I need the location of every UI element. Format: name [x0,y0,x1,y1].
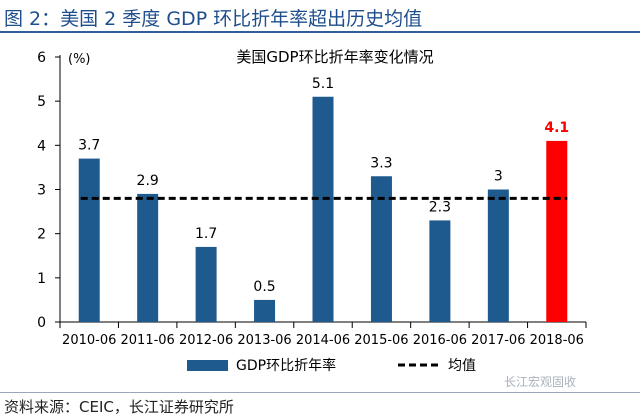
bar-value-label: 3.7 [78,138,100,154]
legend-label-mean: 均值 [448,358,476,374]
x-tick-label: 2018-06 [530,333,584,348]
bar [312,96,334,322]
bar [78,158,100,322]
y-tick-label: 2 [37,227,46,243]
y-tick-label: 6 [37,50,46,66]
x-tick-label: 2010-06 [62,333,116,348]
bar [195,246,217,322]
x-tick-label: 2017-06 [471,333,525,348]
bar-value-label: 4.1 [544,120,569,136]
y-tick-label: 5 [37,94,46,110]
chart-title: 美国GDP环比折年率变化情况 [236,48,433,66]
bar-value-label: 2.9 [137,173,159,189]
bar-value-label: 5.1 [312,76,334,92]
bar [137,193,159,322]
watermark: 长江宏观固收 [504,375,577,389]
title-rule [0,31,640,33]
x-tick-label: 2012-06 [179,333,233,348]
bar-value-label: 1.7 [195,226,217,242]
bar [370,176,392,322]
y-tick-label: 3 [37,183,46,199]
bar [254,299,276,322]
bar-value-label: 3.3 [370,155,392,171]
bar [487,189,509,322]
x-tick-label: 2014-06 [296,333,350,348]
bar [429,220,451,322]
y-tick-label: 1 [37,271,46,287]
legend-swatch-bar [187,360,228,371]
x-tick-label: 2015-06 [354,333,408,348]
figure-title: 图 2：美国 2 季度 GDP 环比折年率超出历史均值 [4,8,423,30]
x-tick-label: 2013-06 [237,333,291,348]
bar-value-label: 2.3 [429,199,451,215]
legend: GDP环比折年率 均值 [187,357,476,374]
x-tick-label: 2016-06 [413,333,467,348]
y-tick-label: 0 [37,315,46,331]
x-axis: 2010-06 2011-06 2012-06 2013-06 2014-06 2015-… [59,321,587,348]
y-axis: 0 1 2 3 4 5 6 [37,50,61,331]
source-rule [0,392,640,393]
legend-label-bar: GDP环比折年率 [236,357,336,374]
bar-value-label: 3 [494,169,503,185]
y-unit-label: (%) [68,52,91,67]
source-note: 资料来源：CEIC，长江证券研究所 [4,398,234,416]
bar-value-label: 0.5 [253,279,275,295]
x-tick-label: 2011-06 [121,333,175,348]
bar [546,140,568,322]
y-tick-label: 4 [37,138,46,154]
